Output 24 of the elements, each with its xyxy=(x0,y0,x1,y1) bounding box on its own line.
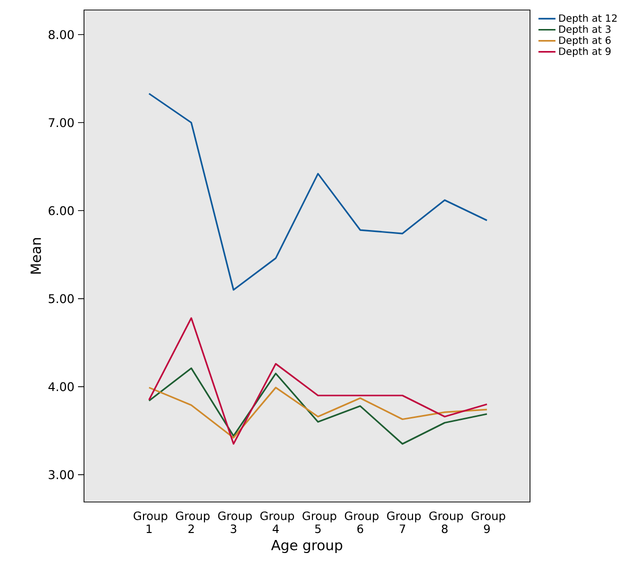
x-tick-label: Group 4 xyxy=(260,512,294,533)
legend-label: Depth at 9 xyxy=(559,47,611,57)
y-tick-label: 4.00 xyxy=(48,382,74,392)
x-tick-label: Group 6 xyxy=(344,512,378,534)
line-series xyxy=(148,386,488,439)
x-tick-label: Group 2 xyxy=(176,512,210,533)
x-tick-label: Group 5 xyxy=(302,512,336,534)
y-tick-label: 8.00 xyxy=(48,30,74,40)
x-tick-label: Group 3 xyxy=(218,512,252,534)
line-series xyxy=(148,92,488,291)
x-axis-title: Age group xyxy=(271,540,342,554)
x-tick-label: Group 7 xyxy=(387,512,421,533)
legend-label: Depth at 12 xyxy=(559,14,617,24)
y-tick-label: 7.00 xyxy=(48,118,74,128)
y-tick-label: 3.00 xyxy=(48,470,74,480)
y-tick-label: 6.00 xyxy=(48,206,74,216)
legend-label: Depth at 6 xyxy=(559,36,611,46)
x-tick-label: Group 8 xyxy=(429,512,463,534)
x-tick-label: Group 9 xyxy=(472,512,506,534)
y-tick-label: 5.00 xyxy=(48,294,74,304)
x-tick-label: Group 1 xyxy=(134,512,168,533)
line-series xyxy=(148,367,488,445)
y-axis-title: Mean xyxy=(30,238,42,274)
legend-label: Depth at 3 xyxy=(559,25,610,35)
